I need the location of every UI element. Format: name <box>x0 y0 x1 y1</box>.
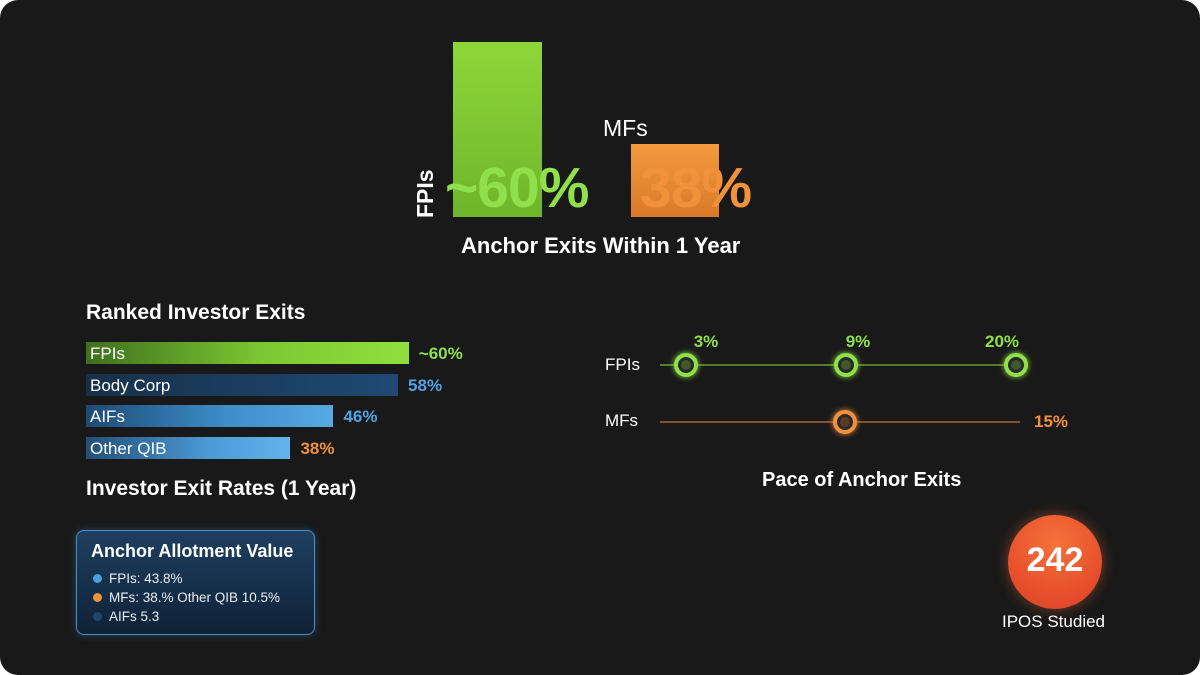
pace-row-label-mfs: MFs <box>605 411 639 430</box>
ranked-chart-title: Ranked Investor Exits <box>86 301 306 324</box>
ipo-count: 242 <box>1026 541 1084 579</box>
rank-bar-fpis <box>86 342 409 364</box>
rank-bar-other-qib <box>86 437 291 459</box>
card-item-text: FPIs: 43.8% <box>109 571 183 586</box>
pace-value-label: 3% <box>694 332 719 351</box>
card-title: Anchor Allotment Value <box>91 541 294 561</box>
hero-bar-mfs <box>631 144 719 217</box>
anchor-allotment-card: Anchor Allotment Value FPIs: 43.8% MFs: … <box>76 530 315 635</box>
rank-label-fpis: FPIs <box>90 344 125 363</box>
card-item-text: AIFs 5.3 <box>109 609 160 624</box>
bullet-dot-icon <box>93 574 102 583</box>
rank-label-aifs: AIFs <box>90 407 125 426</box>
pace-marker-core <box>840 417 850 427</box>
pace-value-label: 20% <box>985 332 1019 351</box>
rank-value-other-qib: 38% <box>300 439 335 458</box>
pace-row-label-fpis: FPIs <box>605 355 640 374</box>
pace-chart-title: Pace of Anchor Exits <box>762 469 962 491</box>
rank-label-body-corp: Body Corp <box>90 376 171 395</box>
card-item-text: MFs: 38.% Other QIB 10.5% <box>109 590 281 605</box>
ipo-count-badge: 242 <box>1008 515 1102 609</box>
rank-value-body-corp: 58% <box>408 376 443 395</box>
rank-bar-aifs <box>86 405 334 427</box>
bullet-dot-icon <box>93 612 102 621</box>
hero-value-fpis: ~60% <box>445 156 589 220</box>
bullet-dot-icon <box>93 593 102 602</box>
rank-label-other-qib: Other QIB <box>90 439 167 458</box>
card-item-fpis: FPIs: 43.8% <box>93 571 183 586</box>
card-item-aifs: AIFs 5.3 <box>93 609 159 624</box>
rank-value-fpis: ~60% <box>418 344 463 363</box>
ipo-count-label: IPOS Studied <box>1002 612 1106 631</box>
hero-chart-title: Anchor Exits Within 1 Year <box>461 233 741 258</box>
rank-bar-body-corp <box>86 374 399 396</box>
pace-value-label: 15% <box>1034 412 1068 431</box>
hero-category-mfs: MFs <box>603 115 648 141</box>
hero-bar-fpis <box>453 42 542 217</box>
pace-marker-core <box>681 360 691 370</box>
pace-value-label: 9% <box>846 332 871 351</box>
card-item-mfs: MFs: 38.% Other QIB 10.5% <box>93 590 280 605</box>
pace-marker-core <box>841 360 851 370</box>
ranked-chart-caption: Investor Exit Rates (1 Year) <box>86 477 357 500</box>
hero-value-mfs: 38% <box>640 156 752 220</box>
pace-marker-core <box>1011 360 1021 370</box>
rank-value-aifs: 46% <box>343 407 378 426</box>
